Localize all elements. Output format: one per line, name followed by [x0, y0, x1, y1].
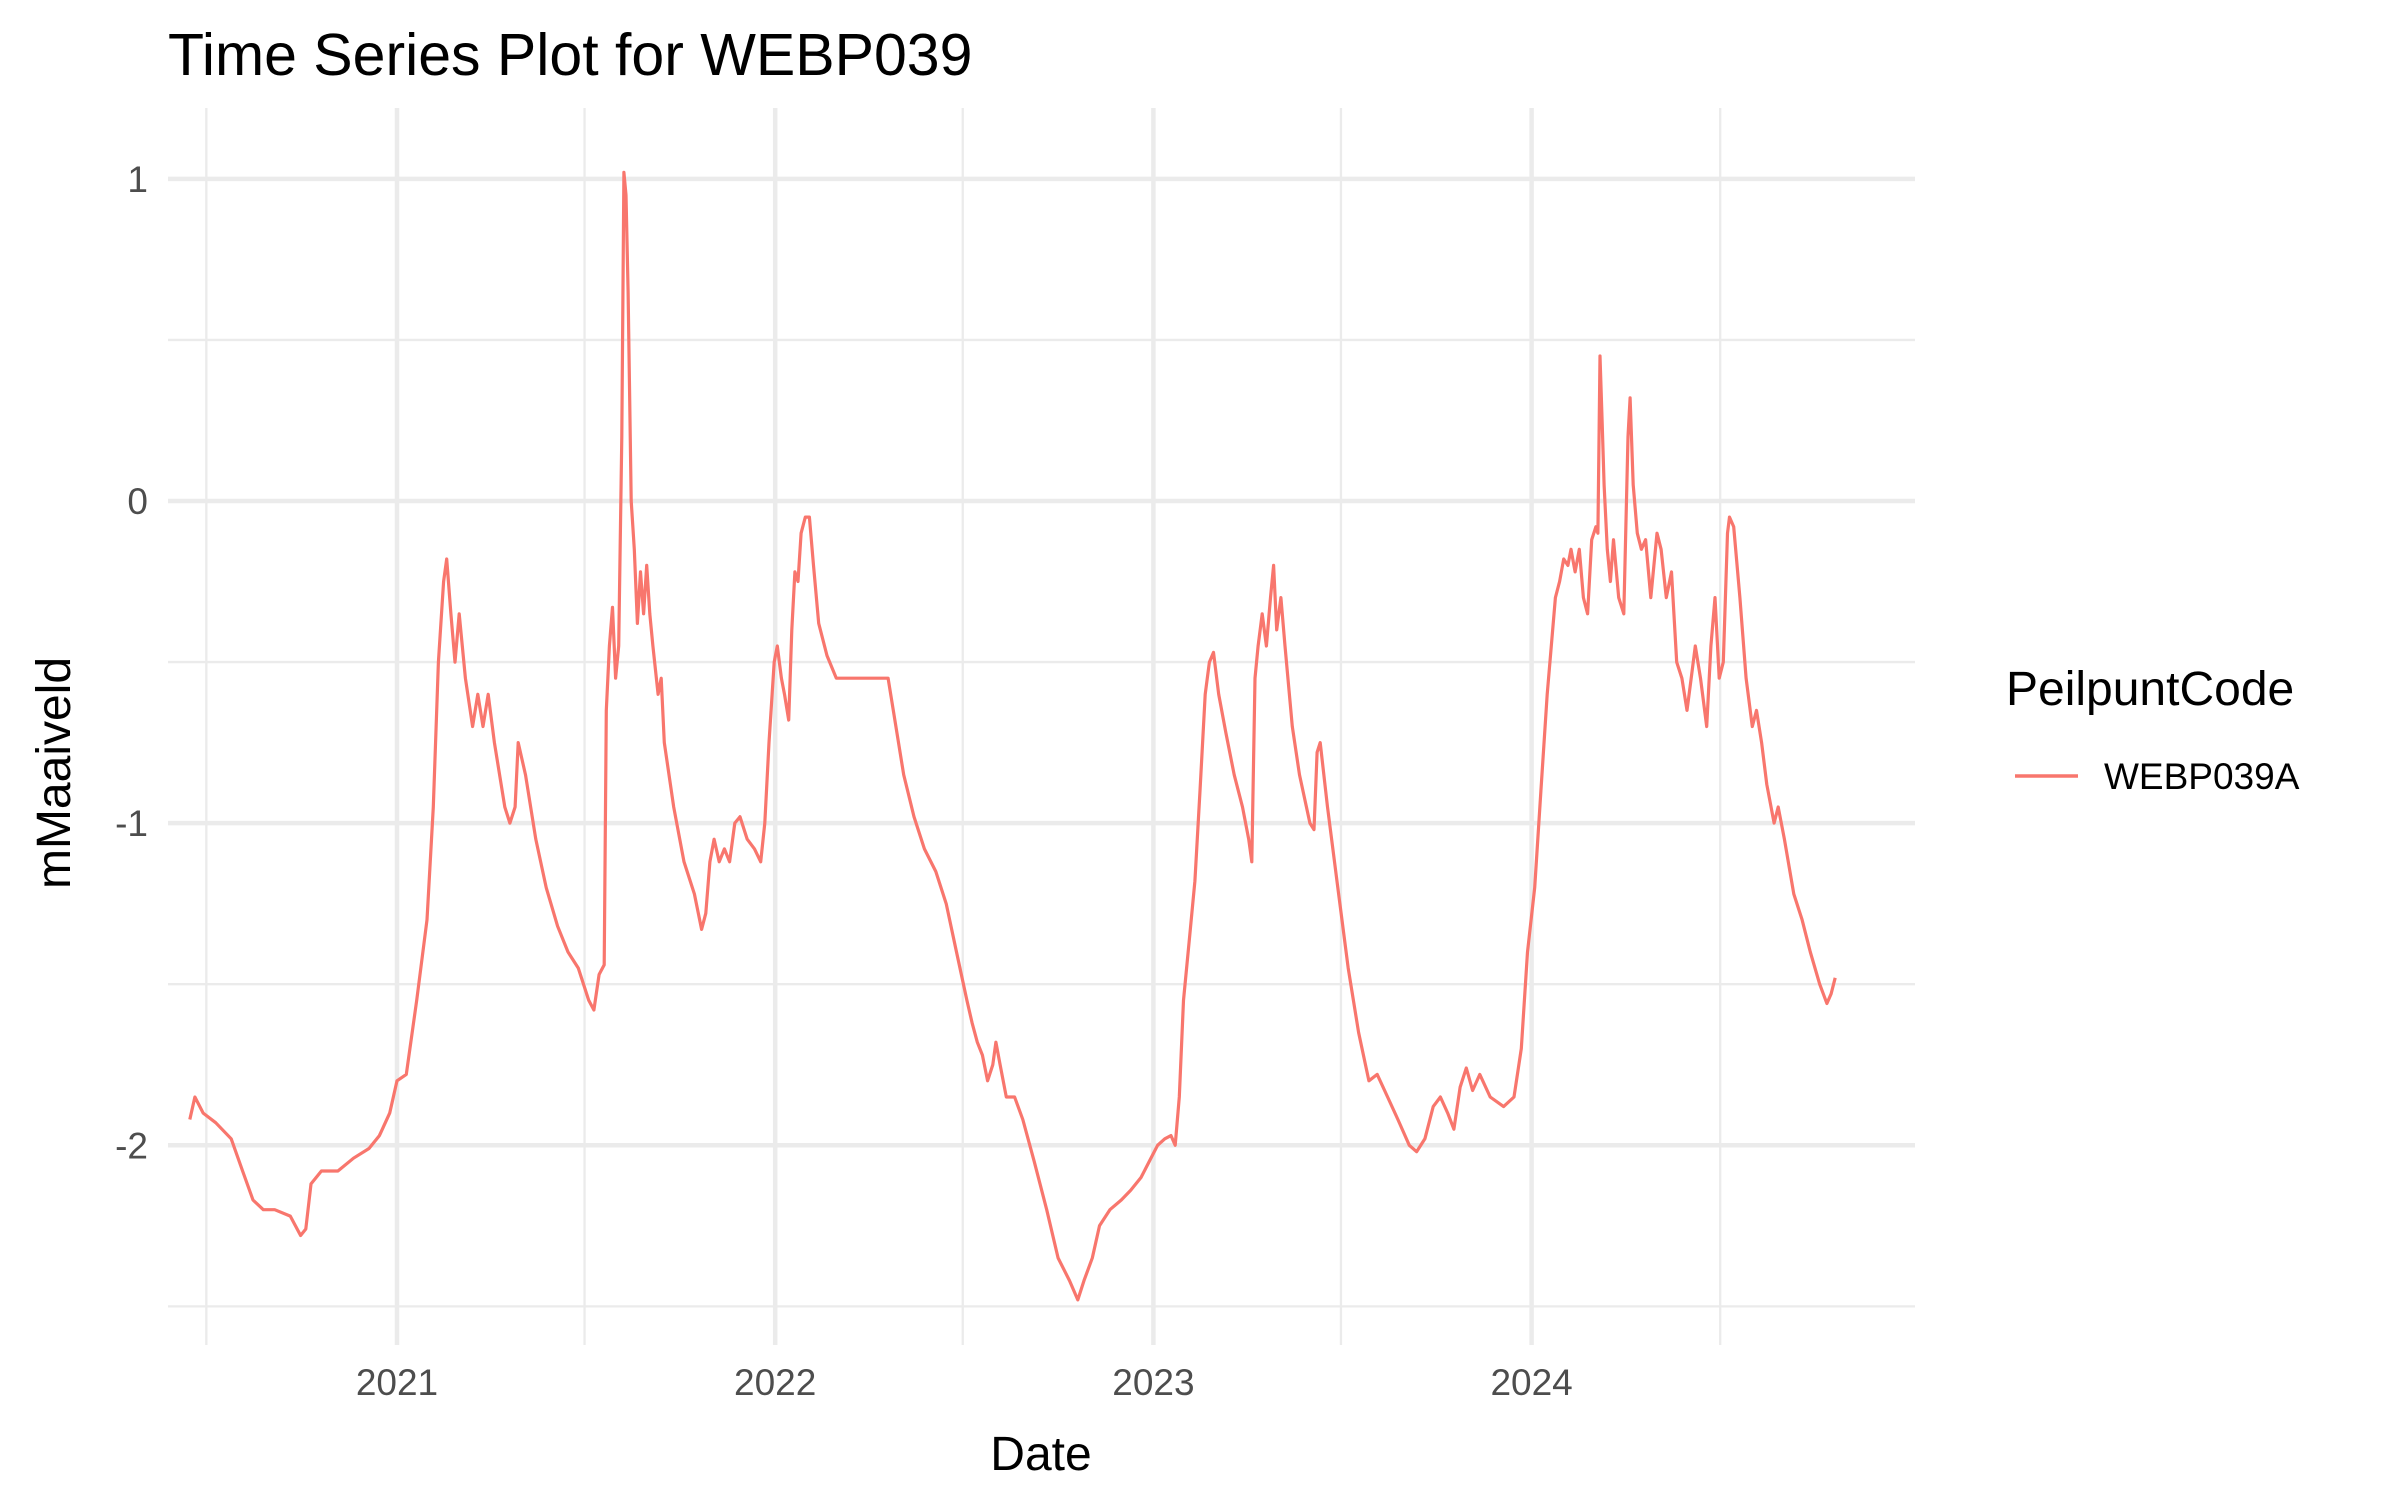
axes: 1 0 -1 -2 2021 2022 2023 2024 — [115, 159, 1573, 1403]
x-tick-label: 2023 — [1112, 1362, 1194, 1403]
y-tick-label: 1 — [127, 159, 148, 200]
series-line-webp039a — [188, 170, 1837, 1302]
legend: PeilpuntCode WEBP039A — [2006, 663, 2300, 797]
x-tick-label: 2024 — [1490, 1362, 1572, 1403]
y-tick-label: -1 — [115, 803, 148, 844]
x-tick-label: 2022 — [734, 1362, 816, 1403]
grid — [168, 108, 1915, 1345]
legend-title: PeilpuntCode — [2006, 663, 2294, 716]
y-axis-title: mMaaiveld — [28, 657, 81, 889]
chart-title: Time Series Plot for WEBP039 — [168, 22, 972, 88]
y-tick-label: -2 — [115, 1125, 148, 1166]
x-tick-label: 2021 — [356, 1362, 438, 1403]
series-layer — [188, 170, 1837, 1302]
legend-label-webp039a: WEBP039A — [2104, 756, 2300, 797]
x-axis-title: Date — [990, 1428, 1091, 1481]
y-tick-label: 0 — [127, 481, 148, 522]
